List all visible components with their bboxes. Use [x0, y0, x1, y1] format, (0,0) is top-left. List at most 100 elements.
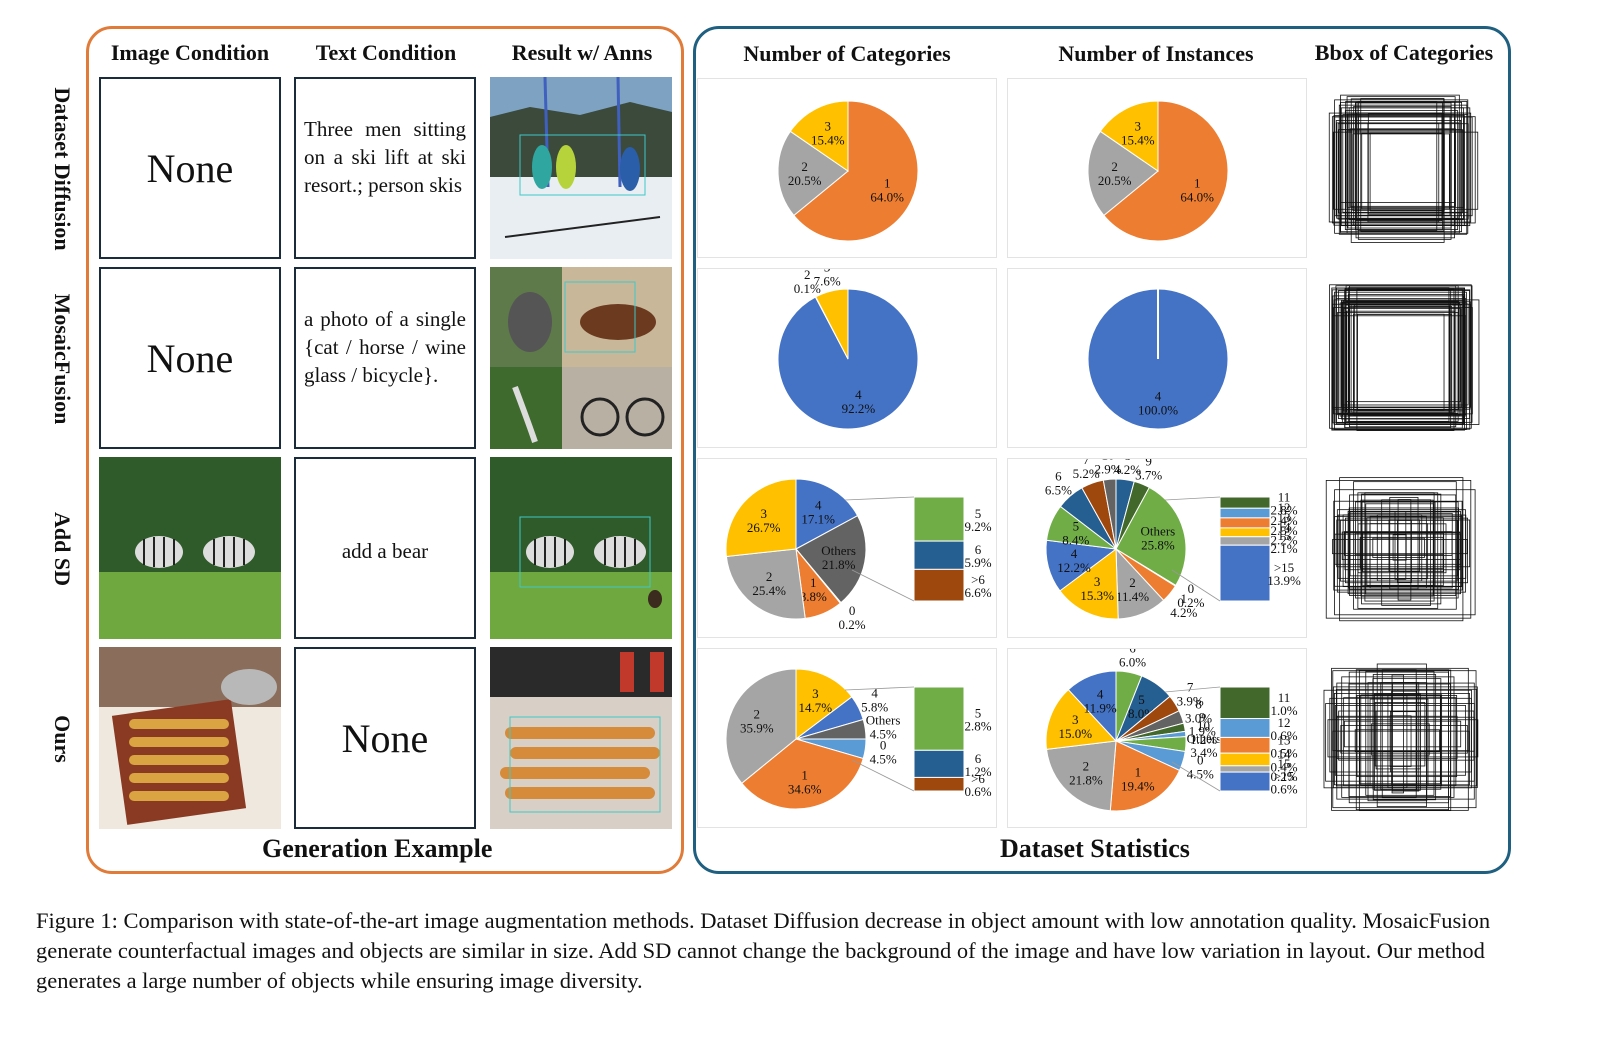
bbox-rect [1369, 698, 1429, 787]
pie-label-category: 2 [1111, 159, 1118, 174]
pie-label-value: 26.7% [747, 520, 781, 535]
bbox-rect [1343, 720, 1462, 748]
bbox-rect [1361, 493, 1442, 605]
text-condition-none: None [294, 647, 476, 829]
pie-label-category: 5 [1138, 692, 1145, 707]
pie-label-category: 4 [815, 498, 822, 513]
others-bar-segment-5 [913, 496, 965, 542]
pie-slice-3 [789, 100, 849, 172]
pie-label-value: 15.4% [1121, 133, 1155, 148]
pie-label-value: 0.1% [794, 281, 821, 296]
pie-label-value: 3.4% [1190, 745, 1217, 760]
bbox-rect [1355, 669, 1449, 811]
pie-label-category: 2 [1083, 758, 1090, 773]
pie-label-value: 64.0% [1180, 190, 1214, 205]
pie-label-category: 2 [766, 569, 773, 584]
pie-chart-instances-dataset-diffusion: 1 64.0% 2 20.5% 3 15.4% [1007, 78, 1307, 258]
bbox-rect [1336, 122, 1460, 219]
bbox-rect [1333, 115, 1465, 226]
bbox-rect [1387, 694, 1408, 789]
others-bar-label-category: >6 [971, 771, 985, 786]
pie-label-value: 11.4% [1116, 589, 1149, 604]
others-bar-segment-6 [913, 540, 965, 570]
bbox-rect [1349, 306, 1453, 415]
text-condition: Three men sitting on a ski lift at ski r… [294, 77, 476, 259]
pie-label-category: 2 [801, 159, 808, 174]
pie-label-category: 1 [801, 768, 808, 783]
pie-label-category: Others [866, 713, 901, 728]
pie-label-value: 20.5% [1098, 173, 1132, 188]
pie-label-category: 4 [855, 387, 862, 402]
bbox-rect [1357, 523, 1447, 574]
pie-label-value: 92.2% [842, 401, 876, 416]
others-connector-line [851, 569, 915, 602]
row-header-add-sd: Add SD [50, 512, 75, 586]
pie-slice-3 [1059, 548, 1119, 620]
pie-label-category: 3 [760, 506, 767, 521]
pie-label-category: 3 [1135, 119, 1142, 134]
bbox-rect [1391, 674, 1404, 794]
pie-label-value: 4.2% [1114, 462, 1141, 477]
bbox-rect [1325, 480, 1472, 619]
others-bar-segment-5 [913, 686, 965, 751]
others-bar-label-value: 9.2% [964, 519, 991, 534]
bbox-rect [1369, 132, 1444, 212]
bbox-rect [1349, 511, 1459, 577]
pie-label-value: 25.8% [1141, 538, 1175, 553]
bbox-plot-add-sd [1322, 462, 1482, 634]
pie-label-category: 2 [804, 269, 811, 282]
col-header-text-condition: Text Condition [315, 40, 457, 65]
others-bar-label-category: >15 [1274, 560, 1294, 575]
pie-label-value: 34.6% [788, 782, 822, 797]
pie-label-category: 4 [871, 686, 878, 701]
row-header-dataset-diffusion: Dataset Diffusion [50, 87, 75, 251]
bbox-rect [1341, 676, 1455, 798]
pie-label-value: 35.9% [740, 720, 774, 735]
col-header-result: Result w/ Anns [511, 40, 653, 65]
bbox-rect [1365, 671, 1435, 796]
pie-label-category: 3 [1094, 574, 1101, 589]
bbox-rect [1344, 290, 1452, 428]
bbox-rect [1333, 693, 1470, 786]
pie-slice-2 [1045, 740, 1117, 812]
pie-label-category: 0 [1197, 752, 1204, 767]
pie-label-category: 10 [1197, 718, 1210, 733]
bbox-rect [1345, 304, 1461, 403]
pie-label-value: 19.4% [1121, 778, 1155, 793]
pie-label-category: 3 [824, 269, 831, 275]
col-header-number-of-categories: Number of Categories [743, 41, 951, 66]
bbox-rect [1348, 107, 1464, 221]
bbox-rect [1334, 705, 1466, 776]
bbox-rect [1333, 500, 1463, 591]
pie-label-category: 2 [754, 706, 761, 721]
others-bar-label-value: 0.6% [964, 784, 991, 799]
others-bar-label-category: 6 [975, 751, 982, 766]
bbox-plot-ours [1322, 652, 1482, 824]
bbox-rect [1366, 517, 1444, 587]
bbox-rect [1388, 519, 1421, 572]
others-bar-segment->6 [913, 776, 965, 792]
others-bar-segment-13 [1219, 517, 1271, 529]
pie-label-value: 8.4% [1062, 533, 1089, 548]
others-bar-label-value: 2.8% [964, 719, 991, 734]
others-bar-label-value: 2.8% [1270, 503, 1297, 518]
bbox-rect [1354, 729, 1440, 753]
bbox-rect [1357, 492, 1439, 609]
bbox-rect [1341, 301, 1471, 408]
pie-slice-4 [1067, 670, 1117, 743]
others-bar-label-category: 15 [1278, 756, 1291, 771]
pie-label-value: 64.0% [870, 190, 904, 205]
others-connector-line [844, 496, 915, 501]
pie-chart-categories-dataset-diffusion: 1 64.0% 2 20.5% 3 15.4% [697, 78, 997, 258]
dataset-statistics-panel [693, 26, 1511, 874]
pie-label-category: 1 [810, 575, 817, 590]
pie-label-value: 12.2% [1057, 560, 1091, 575]
bbox-rect [1359, 695, 1441, 785]
others-bar-label-value: 0.6% [1270, 728, 1297, 743]
others-bar-label-category: 13 [1278, 510, 1291, 525]
pie-label-value: 4.5% [1187, 766, 1214, 781]
pie-label-category: 1 [1135, 764, 1142, 779]
others-bar-label-category: >15 [1274, 769, 1294, 784]
bbox-rect [1372, 537, 1425, 558]
pie-slice-1 [741, 738, 864, 810]
